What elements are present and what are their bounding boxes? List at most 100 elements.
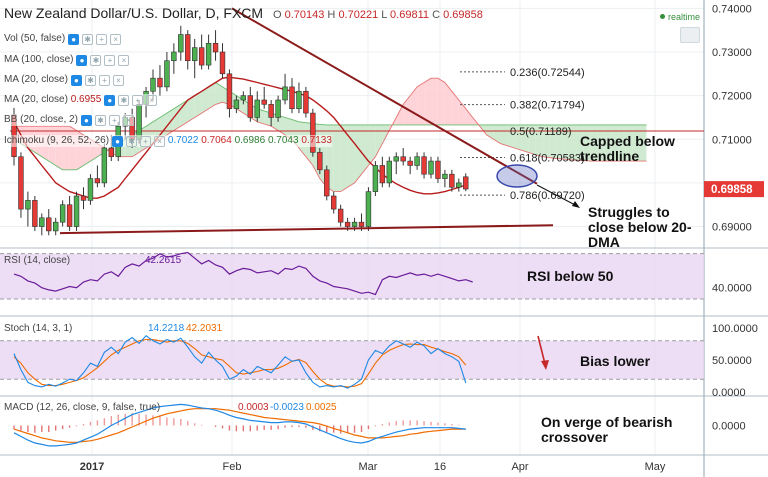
cloud-segment [278,115,286,135]
candle-body [365,191,372,227]
candle-body [337,208,344,223]
cloud-segment [611,124,619,162]
candle-body [275,99,281,118]
candle-body [108,147,115,158]
stoch-d-value: 42.2031 [186,323,223,334]
candle-body [463,176,469,190]
close-icon[interactable]: × [122,115,134,126]
candle-body [219,51,226,75]
plus-icon[interactable]: + [140,136,152,147]
cloud-segment [347,124,355,188]
close-icon[interactable]: × [112,75,124,86]
cloud-segment [361,124,369,175]
settings-icon[interactable]: ✱ [90,55,102,66]
indicator-vol[interactable]: Vol (50, false) ● ✱ + × [4,33,122,45]
plus-icon[interactable]: + [108,115,120,126]
candle-body [192,47,198,62]
cloud-segment [576,124,584,161]
candle-body [178,34,184,53]
last-price-tag [704,181,764,198]
plus-icon[interactable]: + [98,75,110,86]
trendlines[interactable] [59,7,554,235]
plus-icon[interactable]: + [104,55,116,66]
settings-icon[interactable]: ✱ [84,75,96,86]
cloud-segment [431,78,438,125]
bias-arrow [537,335,546,365]
status-dot-icon [660,14,665,19]
eye-icon[interactable]: ● [112,136,124,147]
cloud-segment [597,124,605,162]
settings-icon[interactable]: ✱ [94,115,106,126]
indicator-bb[interactable]: BB (20, close, 2) ● ✱ + × [4,114,134,126]
candle-body [393,156,399,162]
candle-body [233,99,240,110]
cloud-segment [451,91,459,125]
close-icon[interactable]: × [154,136,166,147]
macd-value: -0.0023 [270,402,304,413]
stoch-tick-label: 0.0000 [712,387,746,399]
time-tick-label: Feb [223,461,242,473]
eye-icon[interactable]: ● [76,55,88,66]
cloud-segment [340,124,348,192]
candle-body [46,217,52,232]
macd-pane: MACD (12, 26, close, 9, false, true) 0.00… [4,402,466,447]
candle-body [379,165,386,184]
eye-icon[interactable]: ● [104,95,116,106]
close-icon[interactable]: × [118,55,130,66]
close-icon[interactable]: × [146,95,158,106]
indicator-label: Ichimoku (9, 26, 52, 26) [4,135,110,146]
close-icon[interactable]: × [110,34,122,45]
time-axis[interactable]: 2017 Feb Mar 16 Apr May [80,461,666,473]
indicator-ma20a[interactable]: MA (20, close) ● ✱ + × [4,74,124,86]
cloud-segment [500,124,508,146]
indicator-ma20b[interactable]: MA (20, close) 0.6955 ● ✱ + × [4,94,158,106]
candle-body [449,173,455,188]
cloud-segment [528,124,536,155]
price-axis[interactable]: 0.74000 0.73000 0.72000 0.71000 0.69000 0.698… [704,3,764,433]
candle-body [428,160,434,175]
candle-body [358,221,365,227]
fib-label: 0.382(0.71794) [510,100,585,112]
fib-label: 0.236(0.72544) [510,67,585,79]
settings-icon[interactable]: ✱ [126,136,138,147]
ichimoku-value: 0.6986 [234,135,266,146]
eye-icon[interactable]: ● [68,34,80,45]
cloud-segment [437,78,445,125]
fib-label: 0.786(0.69720) [510,190,585,202]
realtime-badge: realtime [660,12,700,22]
candle-body [94,178,101,184]
cloud-segment [639,124,647,162]
toggle-panel-button[interactable] [680,27,700,43]
cloud-segment [556,124,564,159]
eye-icon[interactable]: ● [80,115,92,126]
time-tick-label: 2017 [80,461,104,473]
indicator-ichimoku[interactable]: Ichimoku (9, 26, 52, 26) ● ✱ + × 0.7022 0.70… [4,135,332,147]
rsi-label: RSI (14, close) [4,255,70,266]
cloud-segment [215,82,223,105]
cloud-segment [521,124,529,153]
indicator-ma100[interactable]: MA (100, close) ● ✱ + × [4,54,130,66]
plus-icon[interactable]: + [132,95,144,106]
symbol-title[interactable]: New Zealand Dollar/U.S. Dollar, D, FXCM [4,5,264,21]
settings-icon[interactable]: ✱ [82,34,94,45]
candle-body [87,178,94,201]
candle-body [261,99,267,105]
settings-icon[interactable]: ✱ [118,95,130,106]
cloud-segment [368,124,376,166]
cloud-segment [590,124,598,162]
bias-arrow-head [541,360,549,370]
cloud-segment [465,108,473,125]
cloud-segment [632,124,640,162]
plus-icon[interactable]: + [96,34,108,45]
candle-body [226,73,233,110]
cloud-segment [535,124,543,157]
ichimoku-value: 0.7022 [167,135,199,146]
candle-body [442,173,448,179]
candle-body [164,60,170,88]
eye-icon[interactable]: ● [70,75,82,86]
macd-hist-value: 0.0003 [238,402,269,413]
candle-body [456,182,462,188]
cloud-segment [62,126,70,170]
candle-body [185,34,191,62]
price-tick-label: 0.73000 [712,47,752,59]
